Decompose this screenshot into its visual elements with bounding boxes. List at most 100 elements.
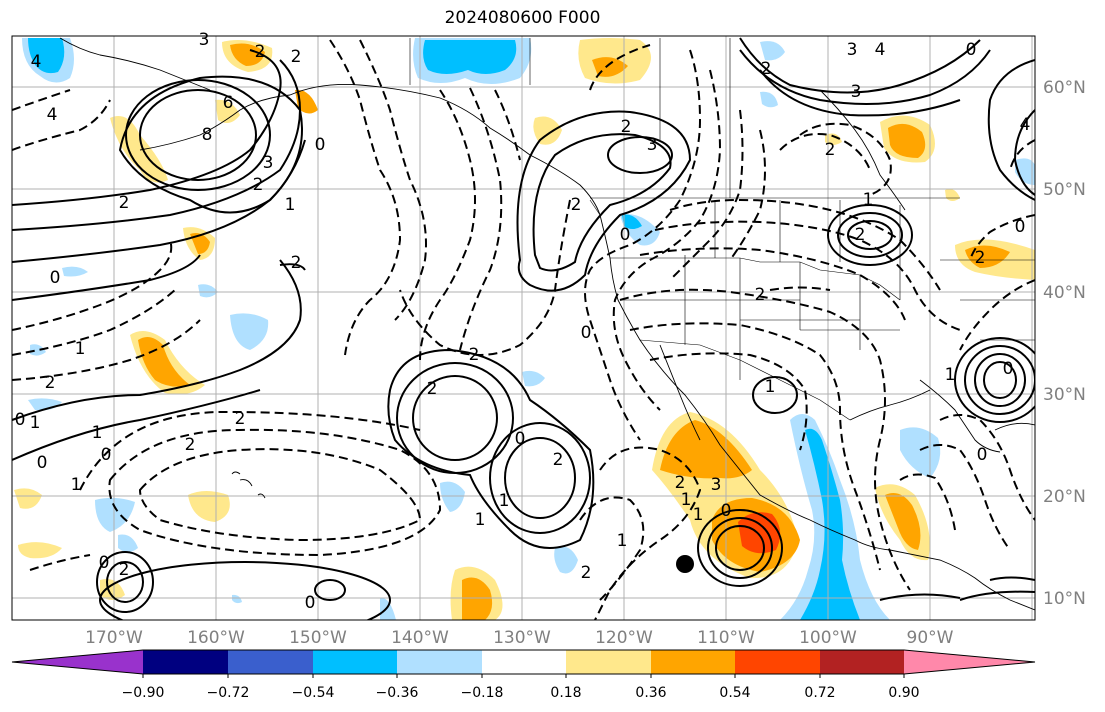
- contour-label: 4: [31, 52, 42, 72]
- contour-label: 3: [711, 475, 722, 495]
- colorbar-tick-label: −0.72: [207, 685, 250, 701]
- contour-label: 1: [945, 365, 956, 385]
- colorbar-swatch: [566, 650, 651, 674]
- contour-label: 1: [75, 339, 86, 359]
- latitude-label: 30°N: [1043, 385, 1086, 405]
- contour-label: 0: [50, 268, 61, 288]
- map-title: 2024080600 F000: [444, 8, 601, 28]
- contour-label: 0: [1015, 217, 1026, 237]
- contour-label: 0: [305, 593, 316, 613]
- colorbar-tick-label: −0.54: [292, 685, 335, 701]
- contour-label: 0: [966, 40, 977, 60]
- longitude-label: 90°W: [907, 628, 954, 648]
- contour-label: 1: [765, 377, 776, 397]
- contour-label: 2: [675, 473, 686, 493]
- contour-label: 2: [855, 225, 866, 245]
- contour-label: 1: [499, 491, 510, 511]
- contour-label: 1: [863, 190, 874, 210]
- contour-label: 2: [427, 379, 438, 399]
- contour-label: 1: [693, 505, 704, 525]
- contour-label: 2: [761, 59, 772, 79]
- colorbar-tick-label: 0.36: [635, 685, 666, 701]
- latitude-labels: 60°N 50°N 40°N 30°N 20°N 10°N: [1043, 78, 1086, 609]
- contour-label: 8: [202, 125, 213, 145]
- contour-label: 2: [755, 285, 766, 305]
- colorbar-tick-label: 0.90: [888, 685, 919, 701]
- storm-center-marker: [676, 555, 694, 573]
- contour-label: 2: [581, 563, 592, 583]
- colorbar-swatch: [651, 650, 735, 674]
- contour-label: 2: [255, 42, 266, 62]
- contour-label: 2: [253, 175, 264, 195]
- contour-label: 6: [223, 93, 234, 113]
- contour-label: 1: [71, 475, 82, 495]
- longitude-label: 110°W: [697, 628, 755, 648]
- map-frame: [11, 35, 1036, 621]
- contour-label: 3: [199, 30, 210, 50]
- colorbar-extend-high: [904, 650, 1035, 674]
- contour-label: 1: [617, 531, 628, 551]
- contour-label: 1: [681, 490, 692, 510]
- contour-label: 2: [571, 195, 582, 215]
- latitude-label: 60°N: [1043, 78, 1086, 98]
- contour-label: 1: [475, 510, 486, 530]
- longitude-label: 120°W: [595, 628, 653, 648]
- colorbar-tick-label: −0.36: [376, 685, 419, 701]
- contour-label: 2: [291, 47, 302, 67]
- political-borders: [409, 38, 1035, 421]
- latitude-label: 50°N: [1043, 180, 1086, 200]
- longitude-label: 140°W: [391, 628, 449, 648]
- contour-label: 2: [235, 409, 246, 429]
- anomaly-shading: [14, 38, 1035, 620]
- colorbar: −0.90 −0.72 −0.54 −0.36 −0.18 0.18 0.36 0.54 0.7…: [11, 649, 1036, 701]
- contour-label: 4: [1020, 115, 1031, 135]
- contour-label: 1: [285, 195, 296, 215]
- latitude-label: 10°N: [1043, 589, 1086, 609]
- colorbar-swatch: [397, 650, 482, 674]
- contour-label: 3: [647, 135, 658, 155]
- contour-label: 2: [553, 450, 564, 470]
- longitude-label: 170°W: [85, 628, 143, 648]
- contour-label: 0: [315, 135, 326, 155]
- contour-label: 2: [825, 140, 836, 160]
- colorbar-tick-label: 0.18: [550, 685, 581, 701]
- longitude-label: 150°W: [289, 628, 347, 648]
- colorbar-swatch: [482, 650, 566, 674]
- contour-label: 0: [620, 225, 631, 245]
- contour-label: 0: [15, 410, 26, 430]
- contour-label: 2: [291, 253, 302, 273]
- contour-label: 0: [99, 553, 110, 573]
- contour-label: 2: [185, 435, 196, 455]
- colorbar-tick-label: −0.90: [122, 685, 165, 701]
- contour-label: 3: [263, 153, 274, 173]
- longitude-labels: 170°W 160°W 150°W 140°W 130°W 120°W 110°W 100°W…: [85, 628, 954, 648]
- contour-label: 2: [119, 560, 130, 580]
- longitude-label: 100°W: [799, 628, 857, 648]
- contour-label: 0: [37, 453, 48, 473]
- contour-label: 0: [977, 445, 988, 465]
- contour-label: 2: [621, 117, 632, 137]
- contour-label: 3: [847, 40, 858, 60]
- colorbar-tick-label: 0.72: [804, 685, 835, 701]
- colorbar-extend-low: [12, 650, 143, 674]
- colorbar-swatch: [820, 650, 904, 674]
- contour-label: 2: [45, 373, 56, 393]
- dashed-contours: [12, 39, 1035, 620]
- contour-label: 4: [875, 40, 886, 60]
- contour-label: 2: [975, 248, 986, 268]
- longitude-label: 160°W: [187, 628, 245, 648]
- contour-label: 3: [851, 82, 862, 102]
- contour-label: 2: [469, 345, 480, 365]
- colorbar-tick-label: −0.18: [461, 685, 504, 701]
- contour-label: 0: [515, 429, 526, 449]
- colorbar-swatch: [735, 650, 820, 674]
- latitude-label: 40°N: [1043, 283, 1086, 303]
- contour-label: 0: [1003, 359, 1014, 379]
- colorbar-tick-label: 0.54: [719, 685, 750, 701]
- colorbar-swatch: [313, 650, 397, 674]
- latitude-label: 20°N: [1043, 487, 1086, 507]
- colorbar-swatch: [143, 650, 228, 674]
- contour-label: 2: [119, 193, 130, 213]
